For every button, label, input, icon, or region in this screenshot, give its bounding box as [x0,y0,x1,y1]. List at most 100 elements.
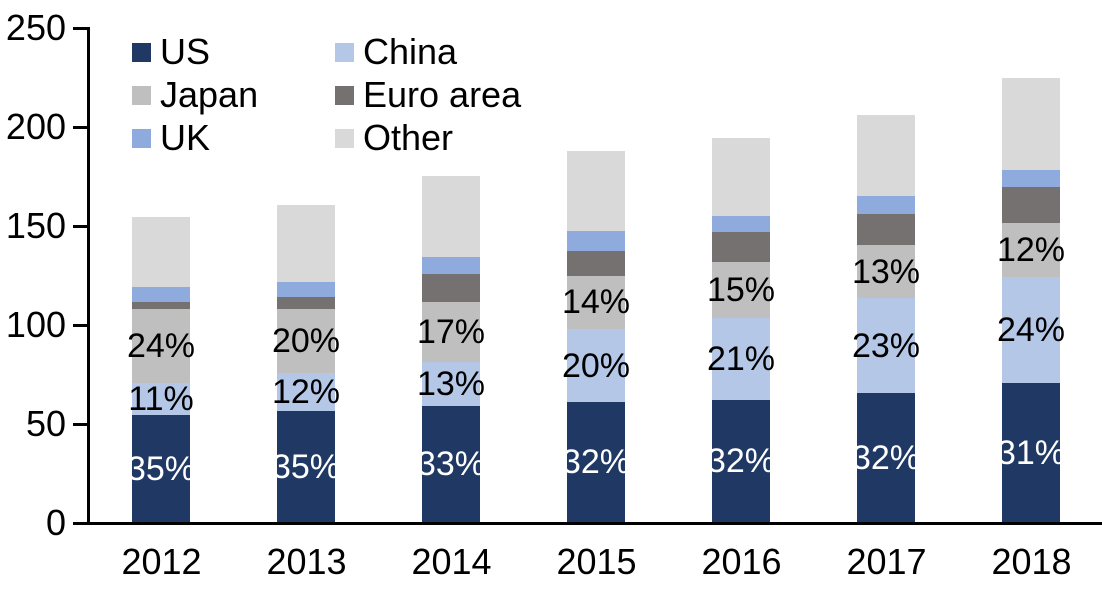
x-tick-label: 2017 [846,541,927,582]
bar-segment-label: 20% [271,321,341,360]
x-tick-label: 2012 [121,541,202,582]
bar-segment-label: 13% [416,364,486,403]
bar-segment-other [712,137,770,217]
bar-segment-other [567,150,625,231]
bar-segment-uk [422,256,480,274]
bar-2018: 31% 24% 12% [997,78,1065,522]
x-tick-label: 2014 [411,541,492,582]
bar-segment-label: 32% [706,442,776,481]
bar-segment-euro-area [132,302,190,310]
bar-segment-label: 33% [416,445,486,484]
legend-swatch-icon [132,128,151,148]
bar-segment-label: 23% [851,326,921,365]
legend-label: US [160,31,211,72]
x-axis-line [73,522,1102,525]
bar-2013: 35% 12% 20% [272,205,340,522]
bar-segment-china [567,328,625,403]
bar-segment-china [712,318,770,401]
bar-segment-euro-area [567,250,625,276]
y-axis-tick [73,324,87,327]
bar-segment-china [422,361,480,407]
bar-segment-us [422,406,480,522]
bar-segment-euro-area [857,214,915,245]
legend-label: Japan [160,74,259,115]
bar-segment-uk [567,230,625,251]
bar-segment-japan [567,275,625,329]
bar-segment-other [277,205,335,283]
bar-segment-uk [132,287,190,303]
bar-2015: 32% 20% 14% [562,150,630,522]
bar-segment-china [132,383,190,416]
bar-segment-japan [1002,223,1060,278]
bar-segment-euro-area [712,231,770,262]
bar-segment-label: 17% [416,312,486,351]
legend-item-other: Other [335,119,453,157]
bar-segment-uk [277,282,335,298]
x-tick-label: 2016 [701,541,782,582]
legend-item-china: China [335,33,457,71]
bar-segment-label: 12% [271,372,341,411]
bar-segment-label: 12% [996,231,1066,270]
legend-swatch-icon [132,85,151,105]
legend-label: Euro area [363,74,522,115]
bar-2016: 32% 21% 15% [707,137,775,522]
y-tick-label: 50 [25,403,66,444]
legend-swatch-icon [132,42,151,62]
bar-segment-label: 32% [851,438,921,477]
bar-segment-china [277,372,335,412]
bar-segment-other [422,175,480,257]
bar-segment-label: 20% [561,346,631,385]
y-axis-tick [73,126,87,129]
bar-segment-label: 13% [851,252,921,291]
bar-segment-label: 31% [996,433,1066,472]
bar-segment-label: 14% [561,283,631,322]
bar-segment-label: 24% [126,327,196,366]
y-tick-label: 250 [5,7,66,48]
y-tick-label: 100 [5,304,66,345]
bar-segment-us [567,402,625,522]
bar-segment-us [1002,383,1060,522]
bar-segment-label: 11% [128,380,194,419]
bar-2014: 33% 13% 17% [417,175,485,522]
x-tick-label: 2018 [991,541,1072,582]
bar-2017: 32% 23% 13% [852,115,920,522]
bar-segment-other [857,115,915,197]
legend-item-us: US [132,33,210,71]
bar-segment-japan [132,309,190,384]
legend-swatch-icon [335,128,354,148]
bar-segment-label: 35% [126,449,196,488]
y-axis-tick [73,423,87,426]
bar-2012: 35% 11% 24% [127,217,195,522]
y-tick-label: 150 [5,205,66,246]
x-tick-label: 2015 [556,541,637,582]
bar-segment-other [1002,78,1060,170]
y-axis-tick [73,27,87,30]
legend-item-euro-area: Euro area [335,76,521,114]
bar-segment-label: 21% [706,340,776,379]
legend-label: UK [160,117,211,158]
bar-segment-japan [277,309,335,373]
legend-label: Other [363,117,454,158]
legend-label: China [363,31,458,72]
bar-segment-japan [712,261,770,319]
bar-segment-us [132,415,190,522]
y-axis-line [87,27,90,525]
legend-swatch-icon [335,42,354,62]
bar-segment-uk [1002,169,1060,188]
bar-segment-label: 24% [996,311,1066,350]
bar-segment-uk [712,216,770,232]
y-tick-label: 0 [45,502,66,543]
bar-segment-china [1002,277,1060,384]
x-tick-label: 2013 [266,541,347,582]
bar-segment-euro-area [422,273,480,303]
bar-segment-euro-area [1002,187,1060,224]
legend-item-uk: UK [132,119,210,157]
bar-segment-uk [857,196,915,215]
bar-segment-japan [422,302,480,362]
bar-segment-label: 32% [561,443,631,482]
bar-segment-us [857,393,915,522]
bar-segment-us [712,400,770,522]
legend-swatch-icon [335,85,354,105]
bar-segment-china [857,298,915,394]
